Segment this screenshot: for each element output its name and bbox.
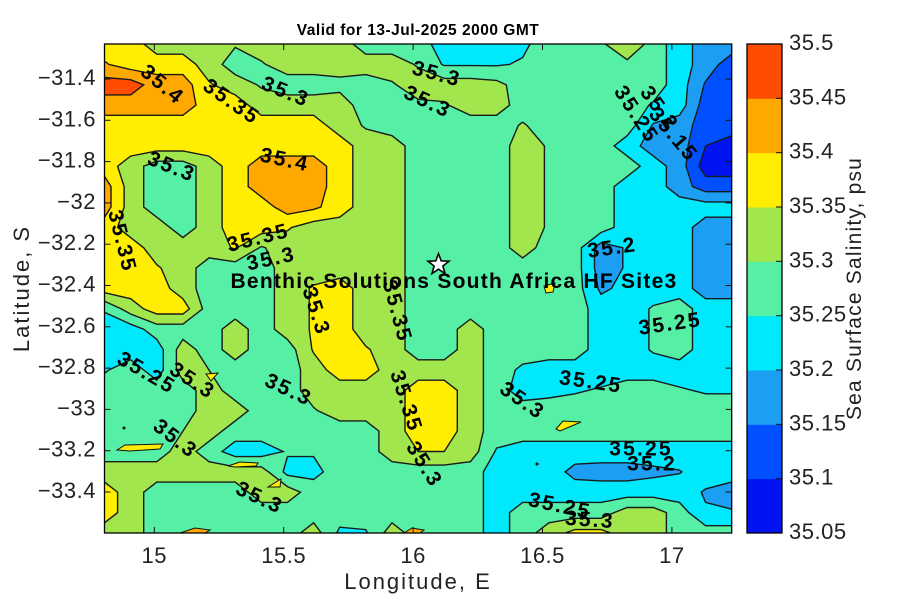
svg-text:16: 16 xyxy=(400,543,425,568)
svg-text:−33.4: −33.4 xyxy=(38,478,96,503)
svg-text:Longitude, E: Longitude, E xyxy=(344,569,492,594)
svg-text:35.3: 35.3 xyxy=(564,507,615,533)
svg-text:35.45: 35.45 xyxy=(789,84,847,109)
svg-text:−31.8: −31.8 xyxy=(38,148,96,173)
svg-text:−31.6: −31.6 xyxy=(38,106,96,131)
svg-text:35.2: 35.2 xyxy=(627,453,677,476)
svg-text:35.2: 35.2 xyxy=(789,356,834,381)
svg-text:Latitude, S: Latitude, S xyxy=(9,225,34,352)
svg-text:35.4: 35.4 xyxy=(789,139,834,164)
svg-text:−33.2: −33.2 xyxy=(38,437,96,462)
svg-text:−32: −32 xyxy=(57,189,96,214)
svg-text:Sea Surface Salinity, psu: Sea Surface Salinity, psu xyxy=(843,157,866,420)
svg-text:Benthic Solutions South Africa: Benthic Solutions South Africa HF Site3 xyxy=(230,270,677,293)
svg-text:35.5: 35.5 xyxy=(789,30,834,55)
svg-text:−32.8: −32.8 xyxy=(38,354,96,379)
svg-text:Valid for 13-Jul-2025 2000 GMT: Valid for 13-Jul-2025 2000 GMT xyxy=(297,22,539,39)
svg-text:35.15: 35.15 xyxy=(789,410,847,435)
svg-text:35.25: 35.25 xyxy=(609,438,673,461)
svg-text:−33: −33 xyxy=(57,395,96,420)
svg-text:35.35: 35.35 xyxy=(789,193,847,218)
svg-text:35.1: 35.1 xyxy=(789,465,834,490)
svg-text:17: 17 xyxy=(659,543,684,568)
svg-text:16.5: 16.5 xyxy=(520,543,565,568)
svg-text:35.3: 35.3 xyxy=(789,247,834,272)
svg-text:15.5: 15.5 xyxy=(261,543,306,568)
svg-text:−32.4: −32.4 xyxy=(38,272,96,297)
svg-text:−32.6: −32.6 xyxy=(38,313,96,338)
svg-text:35.25: 35.25 xyxy=(789,302,847,327)
svg-text:15: 15 xyxy=(142,543,167,568)
svg-text:−31.4: −31.4 xyxy=(38,65,96,90)
svg-text:−32.2: −32.2 xyxy=(38,230,96,255)
svg-text:35.05: 35.05 xyxy=(789,519,847,544)
